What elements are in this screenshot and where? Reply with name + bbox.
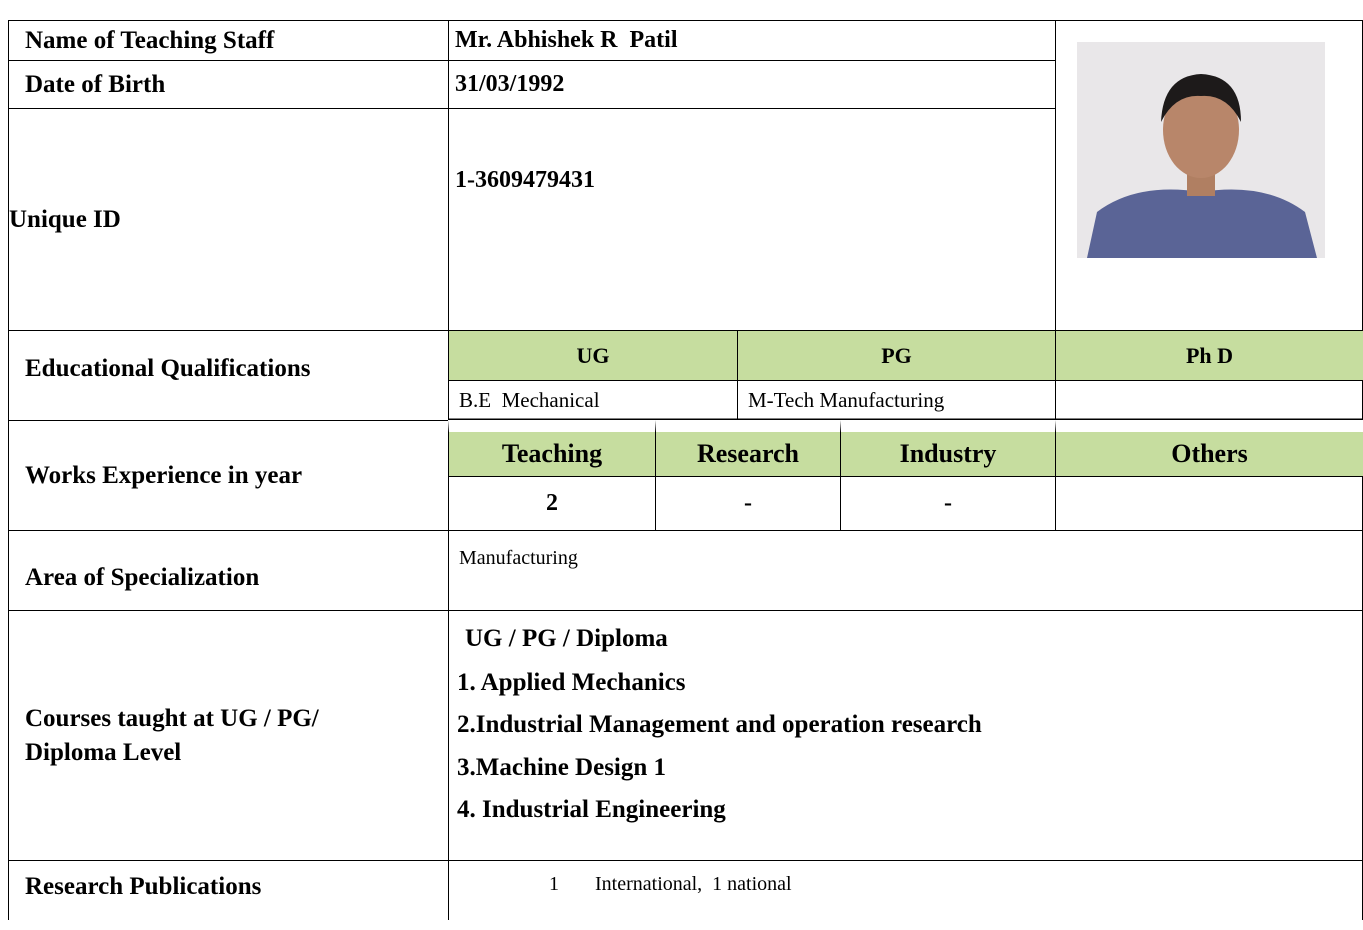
education-label: Educational Qualifications [8,330,448,420]
education-header: Ph D [1055,330,1363,380]
experience-header: Industry [840,420,1055,476]
empty-cell [1055,380,1363,420]
specialization-label: Area of Specialization [8,530,448,610]
empty-cell [1055,476,1363,530]
experience-value: - [840,476,1055,530]
experience-header: Others [1055,420,1363,476]
specialization-value: Manufacturing [448,530,1363,610]
photo-cell [1055,20,1363,330]
dob-label: Date of Birth [8,60,448,108]
course-item: 2.Industrial Management and operation re… [457,711,982,738]
id-label: Unique ID [8,108,448,330]
course-item: 1. Applied Mechanics [457,669,686,696]
experience-header: Teaching [448,420,655,476]
education-value: M-Tech Manufacturing [737,380,1055,420]
publications-number: 1 [549,873,559,895]
experience-value: - [655,476,840,530]
dob-value: 31/03/1992 [448,60,1055,108]
course-item: 4. Industrial Engineering [457,796,726,823]
publications-text: International, 1 national [595,873,792,895]
education-header: UG [448,330,737,380]
courses-cell: UG / PG / Diploma 1. Applied Mechanics 2… [448,610,1363,860]
course-item: 3.Machine Design 1 [457,754,667,781]
photo [1077,42,1325,258]
courses-heading: UG / PG / Diploma [465,625,668,652]
experience-header: Research [655,420,840,476]
courses-label: Courses taught at UG / PG/ Diploma Level [8,610,448,860]
education-value: B.E Mechanical [448,380,737,420]
publications-cell: 1 International, 1 national [448,860,1363,920]
experience-label: Works Experience in year [8,420,448,530]
publications-label: Research Publications [8,860,448,920]
name-value: Mr. Abhishek R Patil [448,20,1055,60]
id-value: 1-3609479431 [448,108,1055,330]
experience-value: 2 [448,476,655,530]
education-header: PG [737,330,1055,380]
name-label: Name of Teaching Staff [8,20,448,60]
